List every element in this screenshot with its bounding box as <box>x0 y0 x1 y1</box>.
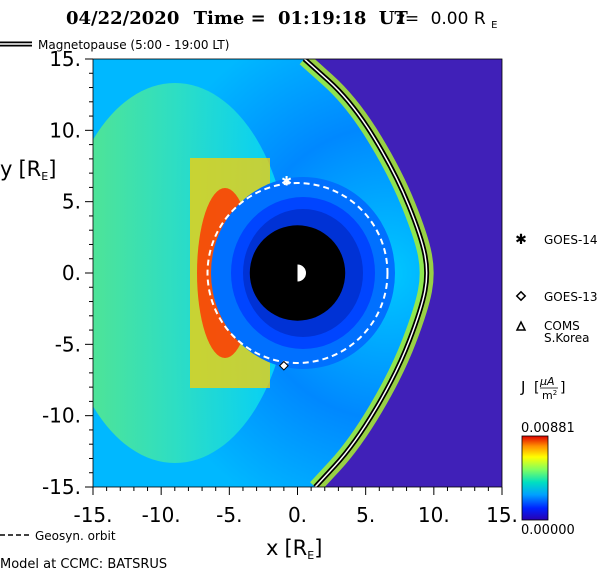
colorbar-unit-den: m2 <box>542 389 557 402</box>
svg-text:z= 0.00 R E: z= 0.00 R E <box>396 9 497 31</box>
plot-area: ✱ <box>93 59 502 487</box>
magnetopause-line-core <box>303 59 428 487</box>
triangle-icon <box>515 320 527 331</box>
chart-title: 04/22/2020 Time = 01:19:18 UT z= 0.00 R … <box>66 8 497 31</box>
title-z-unit: R <box>474 9 486 29</box>
y-tick-label: -10. <box>42 404 81 428</box>
title-z-value: 0.00 <box>431 9 469 29</box>
title-z-label: z= <box>396 9 419 29</box>
coms-label: COMS <box>544 319 580 333</box>
goes14-marker-icon: ✱ <box>281 174 292 189</box>
x-axis: -15. -10. -5. 0. 5. 10. 15. <box>73 487 518 527</box>
asterisk-icon: ✱ <box>515 232 527 248</box>
x-tick-label: -15. <box>73 503 112 527</box>
coms-label-line2: S.Korea <box>544 331 589 345</box>
x-tick-label: 10. <box>418 503 450 527</box>
y-tick-label: 5. <box>62 190 81 214</box>
colorbar-unit-open: [ <box>534 380 539 396</box>
magnetopause-legend: Magnetopause (5:00 - 19:00 LT) <box>0 38 229 52</box>
goes13-legend-item: GOES-13 <box>515 290 598 304</box>
diamond-icon <box>515 290 527 302</box>
colorbar-min-label: 0.00000 <box>521 523 575 538</box>
colorbar-label: J <box>520 378 525 396</box>
title-time-label: Time = <box>194 8 266 29</box>
x-axis-label: x [RE] <box>266 536 322 562</box>
geosync-legend: Geosyn. orbit <box>0 529 116 543</box>
satellite-legend: ✱ GOES-14 GOES-13 COMS S.Korea <box>515 232 597 345</box>
goes14-label: GOES-14 <box>544 233 598 247</box>
y-axis-label: y [RE] <box>0 157 56 183</box>
title-time: 01:19:18 <box>278 8 366 29</box>
goes13-marker-icon <box>278 360 289 371</box>
svg-text:04/22/2020 Time =: 04/22/2020 Time = 01:19:18 UT <box>66 8 408 29</box>
title-ut: UT <box>379 8 409 29</box>
geosync-orbit <box>206 182 389 364</box>
model-credit: Model at CCMC: BATSRUS <box>0 557 167 572</box>
y-tick-label: 10. <box>49 118 81 142</box>
y-axis: 15. 10. 5. 0. -5. -10. -15. <box>42 47 93 499</box>
x-tick-label: -5. <box>216 503 242 527</box>
title-z-unit-sub: E <box>491 20 497 31</box>
colorbar-unit-num: μA <box>539 375 555 388</box>
y-tick-label: -5. <box>55 332 81 356</box>
x-tick-label: -10. <box>142 503 181 527</box>
goes14-legend-item: ✱ GOES-14 <box>515 232 597 248</box>
y-tick-label: 0. <box>62 261 81 285</box>
magnetopause-legend-label: Magnetopause (5:00 - 19:00 LT) <box>38 38 229 52</box>
colorbar-scale <box>521 435 549 521</box>
colorbar-max-label: 0.00881 <box>521 421 575 436</box>
x-tick-label: 0. <box>288 503 307 527</box>
y-tick-label: 15. <box>49 47 81 71</box>
coms-legend-item: COMS S.Korea <box>515 319 589 345</box>
x-tick-label: 15. <box>486 503 518 527</box>
x-tick-label: 5. <box>356 503 375 527</box>
colorbar-unit-close: ] <box>560 380 565 396</box>
title-date: 04/22/2020 <box>66 8 179 29</box>
geosync-legend-label: Geosyn. orbit <box>35 529 116 543</box>
earth-icon <box>288 263 307 283</box>
y-tick-label: -15. <box>42 475 81 499</box>
goes13-label: GOES-13 <box>544 290 598 304</box>
colorbar: J [ μA m2 ] 0.00881 0.00000 <box>520 375 575 538</box>
